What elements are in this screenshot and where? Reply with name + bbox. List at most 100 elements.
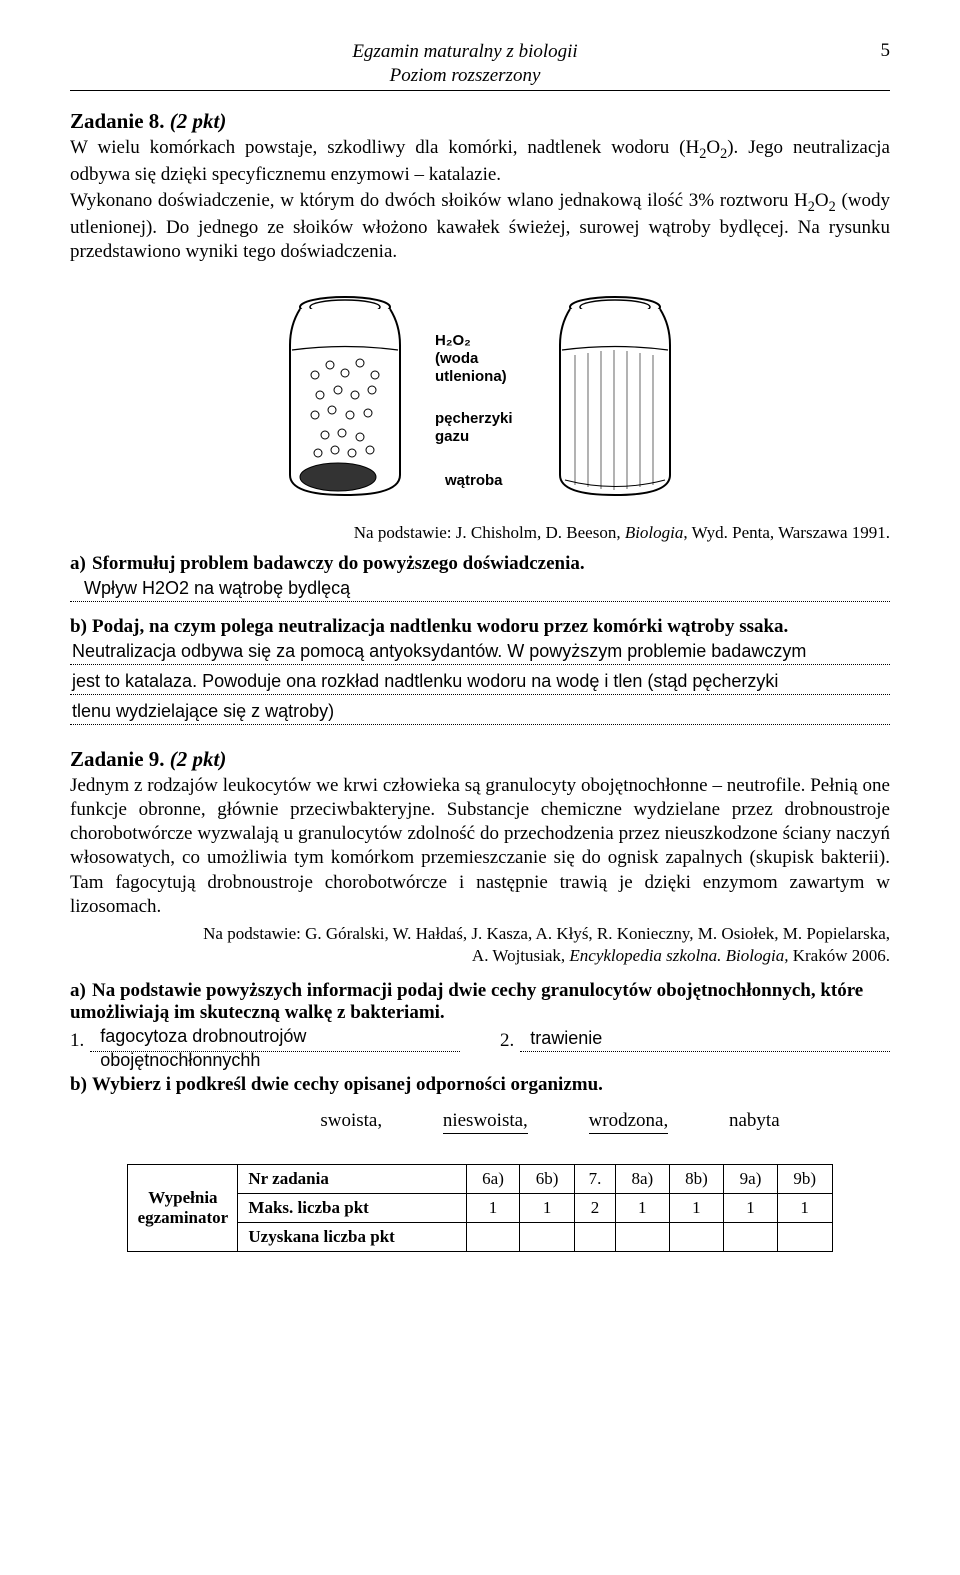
col-9b: 9b)	[777, 1164, 832, 1193]
got-6b[interactable]	[520, 1222, 575, 1251]
t9src1: Na podstawie: G. Góralski, W. Hałdaś, J.…	[203, 924, 890, 943]
task8-qa-answer: Wpływ H2O2 na wątrobę bydlęcą	[84, 578, 350, 599]
task8-qb-line2[interactable]: jest to katalaza. Powoduje ona rozkład n…	[70, 671, 890, 695]
experiment-figure: H₂O₂ (woda utleniona) pęcherzyki gazu wą…	[70, 285, 890, 515]
opt-nabyta[interactable]: nabyta	[729, 1110, 780, 1132]
task8-qb-answer3: tlenu wydzielające się z wątroby)	[72, 701, 334, 722]
task8-title-text: Zadanie 8.	[70, 109, 165, 133]
t9src2a: A. Wojtusiak,	[472, 946, 569, 965]
task9-points: (2 pkt)	[170, 747, 227, 771]
got-9a[interactable]	[724, 1222, 777, 1251]
task9-qa-answers: 1. fagocytoza drobnoutrojów obojętnochło…	[70, 1030, 890, 1052]
opt-wrodzona[interactable]: wrodzona,	[589, 1110, 669, 1134]
max-8a: 1	[616, 1193, 669, 1222]
task9-title: Zadanie 9. (2 pkt)	[70, 747, 890, 772]
t9srcItal: Encyklopedia szkolna. Biologia,	[569, 946, 788, 965]
task8-points: (2 pkt)	[170, 109, 227, 133]
score-table: Wypełnia egzaminator Nr zadania 6a) 6b) …	[127, 1164, 832, 1252]
task8-qa: a)Sformułuj problem badawczy do powyższe…	[70, 553, 890, 575]
t9src2b: Kraków 2006.	[788, 946, 890, 965]
task8-qb-answer2: jest to katalaza. Powoduje ona rozkład n…	[72, 671, 778, 692]
row-got-label: Uzyskana liczba pkt	[238, 1222, 466, 1251]
page-number: 5	[860, 40, 890, 62]
task8-title: Zadanie 8. (2 pkt)	[70, 109, 890, 134]
label-h2o2-1: H₂O₂	[435, 332, 471, 349]
t8p1a: W wielu komórkach powstaje, szkodliwy dl…	[70, 137, 699, 158]
got-6a[interactable]	[466, 1222, 519, 1251]
cap-ital: Biologia	[625, 523, 684, 542]
task8-qb-line3[interactable]: tlenu wydzielające się z wątroby)	[70, 701, 890, 725]
label-bubbles-1: pęcherzyki	[435, 410, 513, 427]
jars-illustration: H₂O₂ (woda utleniona) pęcherzyki gazu wą…	[250, 285, 710, 515]
side1: Wypełnia	[148, 1188, 217, 1207]
max-6b: 1	[520, 1193, 575, 1222]
jar-right	[560, 297, 670, 495]
label-bubbles-2: gazu	[435, 428, 469, 445]
col-8b: 8b)	[669, 1164, 724, 1193]
task9-qa-line2[interactable]: trawienie	[520, 1030, 890, 1052]
task9-options: swoista, nieswoista, wrodzona, nabyta	[210, 1110, 890, 1134]
opt-swoista[interactable]: swoista,	[320, 1110, 382, 1132]
task8-qb: b)Podaj, na czym polega neutralizacja na…	[70, 616, 890, 638]
task9-title-text: Zadanie 9.	[70, 747, 165, 771]
got-7[interactable]	[575, 1222, 616, 1251]
t8p1m: O	[706, 137, 720, 158]
t8b-text: Podaj, na czym polega neutralizacja nadt…	[92, 616, 788, 637]
row-nr-label: Nr zadania	[238, 1164, 466, 1193]
task9-qa-line1[interactable]: fagocytoza drobnoutrojów obojętnochłonny…	[90, 1030, 460, 1052]
page-header: Egzamin maturalny z biologii Poziom rozs…	[70, 40, 890, 91]
task9-qb: b)Wybierz i podkreśl dwie cechy opisanej…	[70, 1074, 890, 1096]
num-1: 1.	[70, 1030, 84, 1052]
task8-paragraph1: W wielu komórkach powstaje, szkodliwy dl…	[70, 136, 890, 187]
num-2: 2.	[500, 1030, 514, 1052]
t8a-text: Sformułuj problem badawczy do powyższego…	[92, 553, 585, 574]
t9b-label: b)	[70, 1074, 92, 1096]
score-side-label: Wypełnia egzaminator	[128, 1164, 238, 1251]
cap-pre: Na podstawie: J. Chisholm, D. Beeson,	[354, 523, 625, 542]
t9a-label: a)	[70, 980, 92, 1002]
col-8a: 8a)	[616, 1164, 669, 1193]
row-max-label: Maks. liczba pkt	[238, 1193, 466, 1222]
task9-source: Na podstawie: G. Góralski, W. Hałdaś, J.…	[70, 923, 890, 966]
max-8b: 1	[669, 1193, 724, 1222]
got-8b[interactable]	[669, 1222, 724, 1251]
figure-labels: H₂O₂ (woda utleniona) pęcherzyki gazu wą…	[435, 332, 513, 489]
exam-page: Egzamin maturalny z biologii Poziom rozs…	[0, 0, 960, 1282]
task9-qa-a1-bot: obojętnochłonnychh	[100, 1050, 260, 1071]
col-9a: 9a)	[724, 1164, 777, 1193]
col-6b: 6b)	[520, 1164, 575, 1193]
task9-qa-a2: trawienie	[530, 1028, 602, 1049]
task8-qb-answer1: Neutralizacja odbywa się za pomocą antyo…	[72, 641, 806, 662]
got-8a[interactable]	[616, 1222, 669, 1251]
t9b-text: Wybierz i podkreśl dwie cechy opisanej o…	[92, 1074, 603, 1095]
t8p2s2: 2	[829, 199, 836, 215]
col-7: 7.	[575, 1164, 616, 1193]
t9a-text: Na podstawie powyższych informacji podaj…	[70, 980, 863, 1023]
task9-qa-col1: 1. fagocytoza drobnoutrojów obojętnochło…	[70, 1030, 460, 1052]
t8p2a: Wykonano doświadczenie, w którym do dwóc…	[70, 190, 808, 211]
header-line1: Egzamin maturalny z biologii	[70, 40, 860, 64]
task9-qa: a)Na podstawie powyższych informacji pod…	[70, 980, 890, 1024]
opt-nieswoista[interactable]: nieswoista,	[443, 1110, 528, 1134]
col-6a: 6a)	[466, 1164, 519, 1193]
label-liver: wątroba	[444, 472, 503, 489]
t8b-label: b)	[70, 616, 92, 638]
task8-qa-answer-line[interactable]: Wpływ H2O2 na wątrobę bydlęcą	[70, 578, 890, 602]
max-6a: 1	[466, 1193, 519, 1222]
t8p2s1: 2	[808, 199, 815, 215]
label-h2o2-3: utleniona)	[435, 368, 507, 385]
jar-left	[290, 297, 400, 495]
header-title-block: Egzamin maturalny z biologii Poziom rozs…	[70, 40, 860, 88]
side2: egzaminator	[138, 1208, 229, 1227]
cap-suf: , Wyd. Penta, Warszawa 1991.	[683, 523, 890, 542]
task8-paragraph2: Wykonano doświadczenie, w którym do dwóc…	[70, 189, 890, 265]
task9-paragraph: Jednym z rodzajów leukocytów we krwi czł…	[70, 774, 890, 920]
label-h2o2-2: (woda	[435, 350, 479, 367]
max-7: 2	[575, 1193, 616, 1222]
task8-qb-line1[interactable]: Neutralizacja odbywa się za pomocą antyo…	[70, 641, 890, 665]
t8a-label: a)	[70, 553, 92, 575]
got-9b[interactable]	[777, 1222, 832, 1251]
task8-figure-caption: Na podstawie: J. Chisholm, D. Beeson, Bi…	[70, 523, 890, 543]
header-line2: Poziom rozszerzony	[70, 64, 860, 88]
max-9a: 1	[724, 1193, 777, 1222]
